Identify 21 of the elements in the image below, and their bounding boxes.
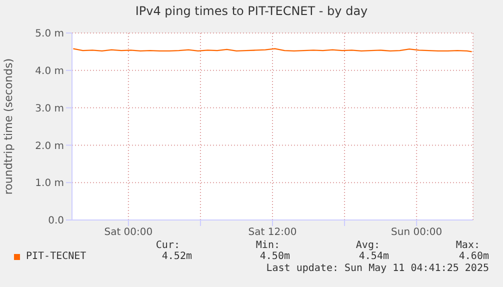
text: Last update: Sun May 11 04:41:25 2025	[266, 263, 489, 274]
text: 4.54m	[358, 251, 389, 262]
y-tick-label: 3.0 m	[35, 103, 64, 114]
text: 4.50m	[260, 251, 290, 262]
text: Cur:	[156, 240, 180, 251]
text: Avg:	[356, 240, 380, 251]
y-tick-label: 1.0 m	[35, 178, 64, 190]
text: Min:	[256, 240, 280, 251]
text: Max:	[456, 240, 480, 251]
y-tick-label: 2.0 m	[35, 140, 64, 152]
legend-label: PIT-TECNET	[25, 251, 86, 262]
y-tick-label: 0.0	[48, 216, 64, 227]
chart-title: IPv4 ping times to PIT-TECNET - by day	[134, 4, 369, 18]
x-tick-label: Sun 00:00	[391, 227, 442, 238]
x-tick-label: Sat 12:00	[248, 227, 297, 238]
y-axis-title: roundtrip time (seconds)	[2, 58, 15, 195]
y-tick-label: 4.0 m	[35, 66, 64, 77]
x-tick-label: Sat 00:00	[104, 227, 153, 238]
y-tick-label: 5.0 m	[35, 28, 64, 40]
text: 4.60m	[458, 251, 489, 262]
text: 4.52m	[162, 251, 192, 262]
